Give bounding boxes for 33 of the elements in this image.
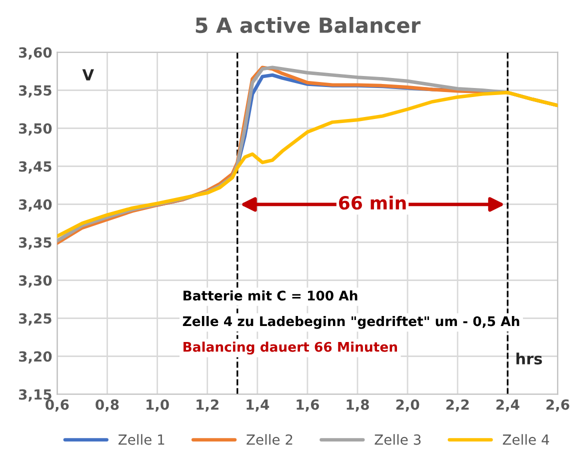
x-axis-title: hrs [516, 352, 542, 364]
x-tick-label: 0,6 [46, 399, 69, 412]
y-axis-title: V [82, 69, 94, 80]
x-tick-label: 0,8 [96, 399, 119, 412]
y-tick-label: 3,60 [19, 47, 52, 60]
x-tick-label: 2,6 [546, 399, 570, 412]
y-tick-label: 3,35 [19, 237, 52, 250]
y-tick-label: 3,55 [19, 85, 52, 98]
line-series [57, 90, 558, 238]
x-tick-label: 1,6 [296, 399, 320, 412]
annotation: Balancing dauert 66 Minuten [184, 342, 397, 355]
y-tick-label: 3,15 [19, 389, 52, 402]
legend-label: Zelle 3 [374, 434, 421, 445]
y-tick-label: 3,30 [19, 275, 52, 288]
legend-label: Zelle 4 [502, 434, 550, 445]
x-tick-label: 2,2 [446, 399, 469, 412]
annotation: Zelle 4 zu Ladebeginn "gedriftet" um - 0,5 Ah [182, 316, 520, 329]
y-tick-label: 3,45 [19, 161, 52, 174]
y-tick-label: 3,25 [19, 313, 52, 326]
y-tick-label: 3,40 [19, 199, 52, 212]
annotation: Batterie mit C = 100 Ah [184, 290, 358, 301]
x-tick-label: 1,0 [146, 399, 169, 412]
x-tick-label: 1,4 [246, 400, 270, 412]
x-tick-label: 2,4 [496, 399, 520, 412]
legend-label: Zelle 1 [118, 434, 164, 445]
legend-label: Zelle 2 [246, 434, 292, 445]
x-tick-label: 1,8 [346, 399, 369, 412]
x-tick-label: 1,2 [196, 399, 218, 412]
y-tick-label: 3,20 [19, 351, 52, 364]
x-tick-label: 2,0 [396, 399, 420, 412]
annotation: 66 min [339, 196, 406, 210]
chart-title: 5 A active Balancer [196, 16, 421, 34]
y-tick-label: 3,50 [19, 123, 52, 136]
